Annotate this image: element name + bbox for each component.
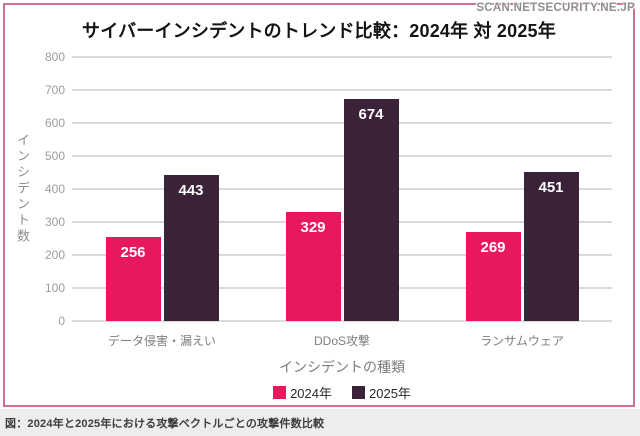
x-category-label: DDoS攻撃 xyxy=(313,334,370,348)
bar-2024年-DDoS攻撃: 329 xyxy=(285,212,341,321)
bar-value-label: 329 xyxy=(300,219,326,237)
legend-item-2024年: 2024年 xyxy=(273,383,332,402)
gridline xyxy=(72,320,612,322)
legend-swatch xyxy=(273,386,287,399)
bar-2025年-ランサムウェア: 451 xyxy=(523,172,579,321)
bar-2024年-データ侵害・漏えい: 256 xyxy=(105,236,161,321)
bar-group: 256 443 xyxy=(72,57,252,321)
gridline xyxy=(72,155,612,157)
y-tick-label: 600 xyxy=(44,116,65,130)
bar-value-label: 256 xyxy=(120,243,146,261)
legend-item-2025年: 2025年 xyxy=(352,383,411,402)
x-category-label: ランサムウェア xyxy=(480,334,564,348)
bar-group: 329 674 xyxy=(252,57,432,321)
watermark: SCAN.NETSECURITY.NE.JP xyxy=(476,2,635,14)
bar-2024年-ランサムウェア: 269 xyxy=(465,232,521,321)
gridline xyxy=(72,221,612,223)
legend-label: 2024年 xyxy=(290,386,332,401)
bar-value-label: 269 xyxy=(480,239,506,257)
legend-label: 2025年 xyxy=(369,386,411,401)
bar-value-label: 674 xyxy=(358,105,384,123)
legend-swatch xyxy=(352,386,365,399)
y-tick-label: 800 xyxy=(44,50,65,64)
y-tick-label: 300 xyxy=(44,215,65,229)
gridline xyxy=(72,89,612,91)
y-tick-label: 100 xyxy=(44,281,65,295)
y-tick-label: 0 xyxy=(58,314,65,328)
y-tick-label: 200 xyxy=(44,248,65,262)
y-tick-label: 400 xyxy=(44,182,65,196)
gridline xyxy=(72,188,612,190)
bar-value-label: 451 xyxy=(538,179,564,197)
gridline xyxy=(72,122,612,124)
chart-card: サイバーインシデントのトレンド比較：2024年 対 2025年 インシデント数 … xyxy=(3,3,635,407)
gridline xyxy=(72,56,612,58)
y-tick-label: 700 xyxy=(44,83,65,97)
plot-area: 256 443 329 674 269 451 xyxy=(72,56,612,322)
bar-value-label: 443 xyxy=(178,181,204,199)
y-axis-title: インシデント数 xyxy=(15,133,30,245)
gridline xyxy=(72,254,612,256)
bar-2025年-DDoS攻撃: 674 xyxy=(343,98,399,321)
x-axis-title: インシデントの種類 xyxy=(279,359,405,375)
y-tick-labels: 0 100 200 300 400 500 600 700 800 xyxy=(29,51,65,327)
legend: 2024年 2025年 xyxy=(72,383,612,402)
bar-2025年-データ侵害・漏えい: 443 xyxy=(163,174,219,321)
x-category-label: データ侵害・漏えい xyxy=(107,334,216,348)
y-tick-label: 500 xyxy=(44,149,65,163)
gridline xyxy=(72,287,612,289)
chart-title: サイバーインシデントのトレンド比較：2024年 対 2025年 xyxy=(82,21,556,41)
figure-caption: 図：2024年と2025年における攻撃ベクトルごとの攻撃件数比較 xyxy=(5,417,325,430)
bar-group: 269 451 xyxy=(432,57,612,321)
caption-bar: 図：2024年と2025年における攻撃ベクトルごとの攻撃件数比較 xyxy=(0,409,640,436)
x-category-labels: データ侵害・漏えい DDoS攻撃 ランサムウェア xyxy=(72,332,612,349)
bar-groups: 256 443 329 674 269 451 xyxy=(72,57,612,321)
